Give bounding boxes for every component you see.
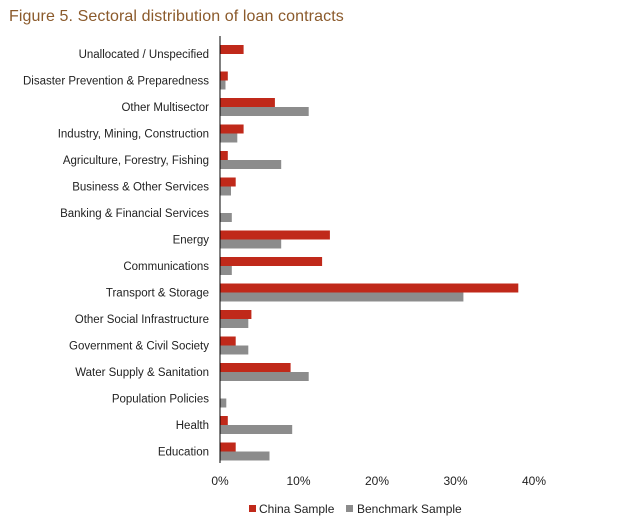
category-label: Other Multisector [121,102,209,114]
category-label: Other Social Infrastructure [75,314,209,326]
category-labels: Unallocated / Unspecified Disaster Preven… [23,49,209,459]
bar-benchmark-sample [220,213,232,222]
legend-label-china: China Sample [259,502,335,516]
bar-china-sample [220,310,252,319]
bar-china-sample [220,230,330,240]
bar-benchmark-sample [220,372,309,381]
bar-benchmark-sample [220,133,238,143]
bar-benchmark-sample [220,80,226,90]
category-label: Banking & Financial Services [60,208,209,220]
bar-benchmark-sample [220,398,227,408]
legend-swatch-china [249,505,256,512]
legend: China Sample Benchmark Sample [249,502,462,516]
x-tick-label: 30% [443,474,467,488]
category-label: Energy [173,235,210,247]
category-label: Population Policies [112,394,209,406]
bar-china-sample [220,283,519,293]
bar-china-sample [220,71,228,81]
bar-benchmark-sample [220,266,232,275]
bar-benchmark-sample [220,292,464,302]
legend-swatch-benchmark [346,505,353,512]
category-label: Business & Other Services [72,182,209,194]
category-label: Transport & Storage [106,288,209,300]
category-label: Communications [123,261,209,273]
category-label: Industry, Mining, Construction [58,129,209,141]
x-tick-label: 40% [522,474,546,488]
bar-benchmark-sample [220,160,282,169]
bar-china-sample [220,151,228,160]
chart-title: Figure 5. Sectoral distribution of loan … [9,8,344,25]
category-label: Unallocated / Unspecified [79,49,209,61]
bar-benchmark-sample [220,239,282,249]
category-label: Disaster Prevention & Preparedness [23,76,209,88]
legend-label-benchmark: Benchmark Sample [357,502,462,516]
bar-china-sample [220,416,228,425]
bar-china-sample [220,442,236,452]
x-tick-labels: 0% 10% 20% 30% 40% [211,474,546,488]
bar-benchmark-sample [220,107,309,116]
bar-benchmark-sample [220,186,231,196]
bar-benchmark-sample [220,451,270,461]
category-label: Water Supply & Sanitation [75,367,209,379]
x-tick-label: 0% [211,474,229,488]
bar-china-sample [220,257,323,266]
category-label: Government & Civil Society [69,341,209,353]
bar-china-sample [220,124,244,134]
bar-china-sample [220,336,236,346]
bar-benchmark-sample [220,345,249,355]
bars-group [220,45,519,461]
bar-benchmark-sample [220,319,249,328]
bar-benchmark-sample [220,425,293,434]
bar-china-sample [220,98,275,107]
category-label: Health [176,420,209,432]
x-tick-label: 10% [286,474,310,488]
category-label: Agriculture, Forestry, Fishing [63,155,209,167]
bar-china-sample [220,45,244,54]
x-tick-label: 20% [365,474,389,488]
category-label: Education [158,447,209,459]
bar-china-sample [220,177,236,187]
bar-china-sample [220,363,291,372]
